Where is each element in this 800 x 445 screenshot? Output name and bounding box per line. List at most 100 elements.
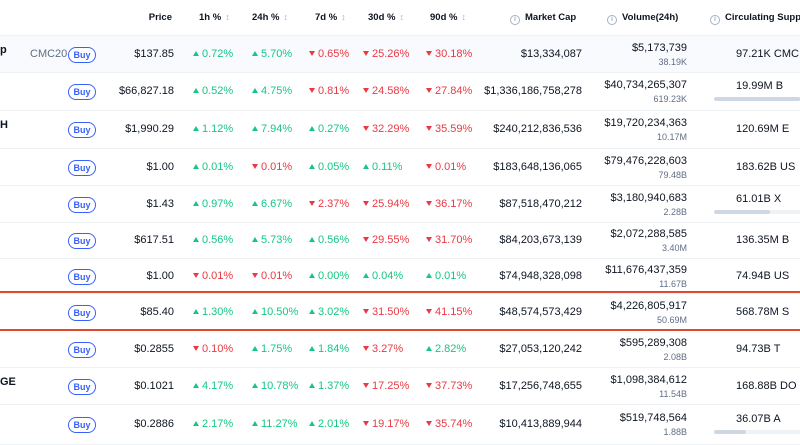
volume-value[interactable]: $11,676,437,359	[605, 264, 687, 276]
table-row[interactable]: Buy $1.00 0.01% 0.01% 0.00% 0.04% 0.01% $74,948…	[0, 259, 800, 294]
col-price-header[interactable]: Price	[148, 12, 172, 23]
col-volume-header[interactable]: i Volume(24h)	[607, 12, 678, 25]
buy-button[interactable]: Buy	[68, 233, 96, 249]
table-row[interactable]: Buy $1.00 0.01% 0.01% 0.05% 0.11% 0.01% $183,64…	[0, 149, 800, 186]
volume-value[interactable]: $2,072,288,585	[610, 228, 687, 240]
pct-d7: 2.01%	[309, 418, 349, 430]
coin-price: $1.00	[146, 270, 174, 282]
pct-d7: 3.02%	[309, 306, 349, 318]
volume-value[interactable]: $4,226,805,917	[610, 300, 687, 312]
pct-h24: 7.94%	[252, 123, 292, 135]
table-row[interactable]: Buy $0.2886 2.17% 11.27% 2.01% 19.17% 35.74% $1…	[0, 405, 800, 445]
caret-up-icon	[252, 51, 258, 56]
pct-d90: 35.74%	[426, 418, 472, 430]
market-cap-value: $240,212,836,536	[493, 123, 582, 135]
volume-sub-value: 3.40M	[661, 243, 687, 253]
pct-d90: 0.01%	[426, 161, 466, 173]
volume-value[interactable]: $1,098,384,612	[610, 374, 687, 386]
table-row[interactable]: Buy $1.43 0.97% 6.67% 2.37% 25.94% 36.17% $87,5…	[0, 186, 800, 223]
market-cap-value: $17,256,748,655	[499, 380, 582, 392]
pct-d30: 29.55%	[363, 234, 409, 246]
buy-button[interactable]: Buy	[68, 342, 96, 358]
pct-d30: 19.17%	[363, 418, 409, 430]
table-row[interactable]: Buy $0.2855 0.10% 1.75% 1.84% 3.27% 2.82% $27,0…	[0, 331, 800, 368]
caret-up-icon	[193, 126, 199, 131]
table-row[interactable]: Buy $85.40 1.30% 10.50% 3.02% 31.50% 41.15% $48…	[0, 294, 800, 331]
table-row[interactable]: Buy $66,827.18 0.52% 4.75% 0.81% 24.58% 27.84%…	[0, 73, 800, 111]
volume-sub-value: 38.19K	[658, 57, 687, 67]
info-icon[interactable]: i	[510, 15, 520, 25]
caret-down-icon	[426, 88, 432, 93]
coin-name[interactable]: H	[0, 119, 8, 131]
info-icon[interactable]: i	[710, 15, 720, 25]
coin-name[interactable]: GE	[0, 376, 16, 388]
coin-price: $1,990.29	[125, 123, 174, 135]
buy-button[interactable]: Buy	[68, 47, 96, 63]
pct-d90: 37.73%	[426, 380, 472, 392]
caret-down-icon	[309, 88, 315, 93]
pct-h24: 6.67%	[252, 198, 292, 210]
market-cap-value: $48,574,573,429	[499, 306, 582, 318]
buy-button[interactable]: Buy	[68, 197, 96, 213]
pct-d30: 31.50%	[363, 306, 409, 318]
table-row[interactable]: p CMC20 Buy $137.85 0.72% 5.70% 0.65% 25.26% 30.…	[0, 36, 800, 73]
volume-value[interactable]: $519,748,564	[619, 412, 687, 424]
table-row[interactable]: H Buy $1,990.29 1.12% 7.94% 0.27% 32.29% 35.59%…	[0, 111, 800, 149]
col-90d-header[interactable]: 90d % ↕	[430, 12, 466, 23]
caret-up-icon	[309, 309, 315, 314]
pct-d90: 41.15%	[426, 306, 472, 318]
buy-button[interactable]: Buy	[68, 305, 96, 321]
pct-h1: 1.30%	[193, 306, 233, 318]
caret-down-icon	[426, 201, 432, 206]
caret-up-icon	[309, 346, 315, 351]
pct-h1: 1.12%	[193, 123, 233, 135]
pct-d90: 35.59%	[426, 123, 472, 135]
volume-sub-value: 79.48B	[658, 170, 687, 180]
buy-button[interactable]: Buy	[68, 269, 96, 285]
coin-price: $0.2855	[134, 343, 174, 355]
coin-price: $85.40	[140, 306, 174, 318]
pct-d30: 24.58%	[363, 85, 409, 97]
volume-value[interactable]: $595,289,308	[619, 337, 687, 349]
coin-price: $1.00	[146, 161, 174, 173]
buy-button[interactable]: Buy	[68, 379, 96, 395]
pct-h24: 10.50%	[252, 306, 298, 318]
coin-price: $617.51	[134, 234, 174, 246]
volume-value[interactable]: $3,180,940,683	[610, 192, 687, 204]
volume-value[interactable]: $40,734,265,307	[604, 79, 687, 91]
table-row[interactable]: GE Buy $0.1021 4.17% 10.78% 1.37% 17.25% 37.73%…	[0, 368, 800, 405]
col-24h-header[interactable]: 24h % ↕	[252, 12, 288, 23]
table-row[interactable]: Buy $617.51 0.56% 5.73% 0.56% 29.55% 31.70% $84…	[0, 223, 800, 259]
info-icon[interactable]: i	[607, 15, 617, 25]
volume-sub-value: 2.08B	[663, 352, 687, 362]
pct-d30: 3.27%	[363, 343, 403, 355]
pct-d90: 0.01%	[426, 270, 466, 282]
volume-value[interactable]: $19,720,234,363	[604, 117, 687, 129]
buy-button[interactable]: Buy	[68, 84, 96, 100]
pct-d7: 0.00%	[309, 270, 349, 282]
caret-down-icon	[426, 164, 432, 169]
caret-up-icon	[309, 421, 315, 426]
caret-down-icon	[363, 346, 369, 351]
pct-d7: 2.37%	[309, 198, 349, 210]
col-30d-header[interactable]: 30d % ↕	[368, 12, 404, 23]
col-market-cap-header[interactable]: i Market Cap	[510, 12, 576, 25]
coin-price: $0.2886	[134, 418, 174, 430]
volume-value[interactable]: $79,476,228,603	[604, 155, 687, 167]
col-1h-header[interactable]: 1h % ↕	[199, 12, 230, 23]
circulating-supply: 168.88B DO	[736, 380, 797, 392]
pct-d30: 0.11%	[363, 161, 402, 173]
pct-d30: 0.04%	[363, 270, 403, 282]
pct-d30: 25.94%	[363, 198, 409, 210]
pct-d90: 27.84%	[426, 85, 472, 97]
buy-button[interactable]: Buy	[68, 122, 96, 138]
buy-button[interactable]: Buy	[68, 160, 96, 176]
buy-button[interactable]: Buy	[68, 417, 96, 433]
caret-up-icon	[193, 383, 199, 388]
coin-name[interactable]: p	[0, 44, 7, 56]
col-7d-header[interactable]: 7d % ↕	[315, 12, 346, 23]
caret-up-icon	[252, 346, 258, 351]
volume-value[interactable]: $5,173,739	[631, 42, 687, 54]
caret-up-icon	[252, 237, 258, 242]
